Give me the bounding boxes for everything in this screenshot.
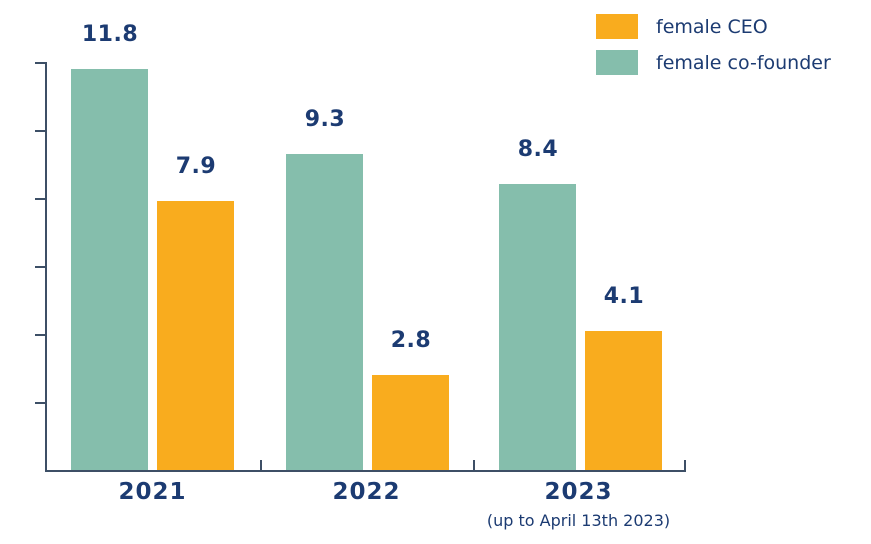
bar-female-ceo-2023 xyxy=(585,331,662,470)
y-axis-tick xyxy=(35,198,46,200)
legend-label: female co-founder xyxy=(656,51,831,74)
legend: female CEO female co-founder xyxy=(596,14,831,75)
value-label-female-ceo-2022: 2.8 xyxy=(390,328,432,353)
legend-swatch-female-co-founder xyxy=(596,50,638,75)
y-axis-tick xyxy=(35,402,46,404)
value-label-female-co-founder-2022: 9.3 xyxy=(304,107,346,132)
x-axis-tick xyxy=(473,460,475,471)
x-axis-line xyxy=(45,470,686,472)
y-axis-tick xyxy=(35,62,46,64)
y-axis-tick xyxy=(35,266,46,268)
bar-female-ceo-2022 xyxy=(372,375,449,470)
x-axis-tick xyxy=(260,460,262,471)
year-label-2022: 2022 xyxy=(332,479,401,505)
bar-female-co-founder-2021 xyxy=(71,69,148,470)
bar-female-co-founder-2023 xyxy=(499,184,576,470)
value-label-female-ceo-2023: 4.1 xyxy=(603,284,645,309)
legend-item-female-co-founder: female co-founder xyxy=(596,50,831,75)
legend-swatch-female-ceo xyxy=(596,14,638,39)
value-label-female-ceo-2021: 7.9 xyxy=(175,154,217,179)
x-axis-tick xyxy=(684,460,686,471)
year-sublabel-2023: (up to April 13th 2023) xyxy=(486,511,671,530)
value-label-female-co-founder-2023: 8.4 xyxy=(517,137,559,162)
value-label-female-co-founder-2021: 11.8 xyxy=(81,22,139,47)
bar-female-co-founder-2022 xyxy=(286,154,363,470)
y-axis-tick xyxy=(35,334,46,336)
legend-label: female CEO xyxy=(656,15,768,38)
year-label-2023: 2023 xyxy=(544,479,613,505)
bar-female-ceo-2021 xyxy=(157,201,234,470)
year-label-2021: 2021 xyxy=(118,479,187,505)
y-axis-tick xyxy=(35,130,46,132)
legend-item-female-ceo: female CEO xyxy=(596,14,831,39)
y-axis-line xyxy=(45,62,47,472)
